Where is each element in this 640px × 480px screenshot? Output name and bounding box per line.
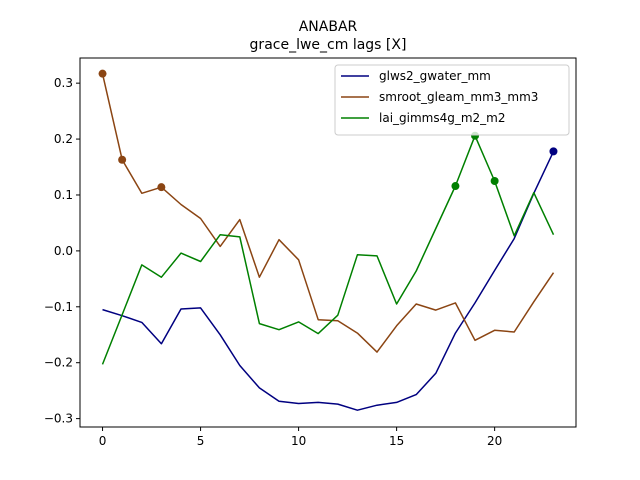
series-1-marker (549, 147, 558, 156)
series-2-marker (157, 183, 166, 192)
series-2-marker (118, 155, 127, 164)
legend-label: smroot_gleam_mm3_mm3 (379, 90, 538, 104)
axes: 0 5 10 15 20 −0.3 −0.2 −0.1 0.0 0.1 0.2 0.3 (44, 57, 577, 448)
x-tick-label: 5 (197, 434, 205, 448)
plot-frame (79, 57, 577, 428)
y-tick-label: 0.3 (54, 76, 73, 90)
y-tick-label: −0.1 (44, 300, 73, 314)
series-2-marker (98, 69, 107, 78)
series-3-marker (490, 177, 499, 185)
series-3-marker (451, 182, 460, 191)
legend: glws2_gwater_mm smroot_gleam_mm3_mm3 lai_g… (334, 64, 570, 136)
y-tick-label: 0.0 (54, 244, 73, 258)
legend-label: glws2_gwater_mm (379, 69, 491, 83)
y-tick-label: −0.3 (44, 412, 73, 426)
series-line-3 (101, 134, 555, 365)
chart-title: ANABAR (299, 19, 358, 35)
chart-subtitle: grace_lwe_cm lags [X] (250, 37, 407, 53)
legend-label: lai_gimms4g_m2_m2 (379, 111, 506, 125)
x-tick-label: 10 (291, 434, 306, 448)
series-line-2 (101, 73, 555, 353)
legend-box (334, 64, 570, 136)
x-tick-label: 0 (99, 434, 107, 448)
series-line-1 (102, 151, 555, 411)
plot-area (98, 69, 558, 411)
y-tick-label: −0.2 (44, 356, 73, 370)
x-tick-label: 20 (487, 434, 502, 448)
y-tick-label: 0.1 (54, 188, 73, 202)
y-tick-label: 0.2 (54, 132, 73, 146)
x-tick-label: 15 (389, 434, 404, 448)
